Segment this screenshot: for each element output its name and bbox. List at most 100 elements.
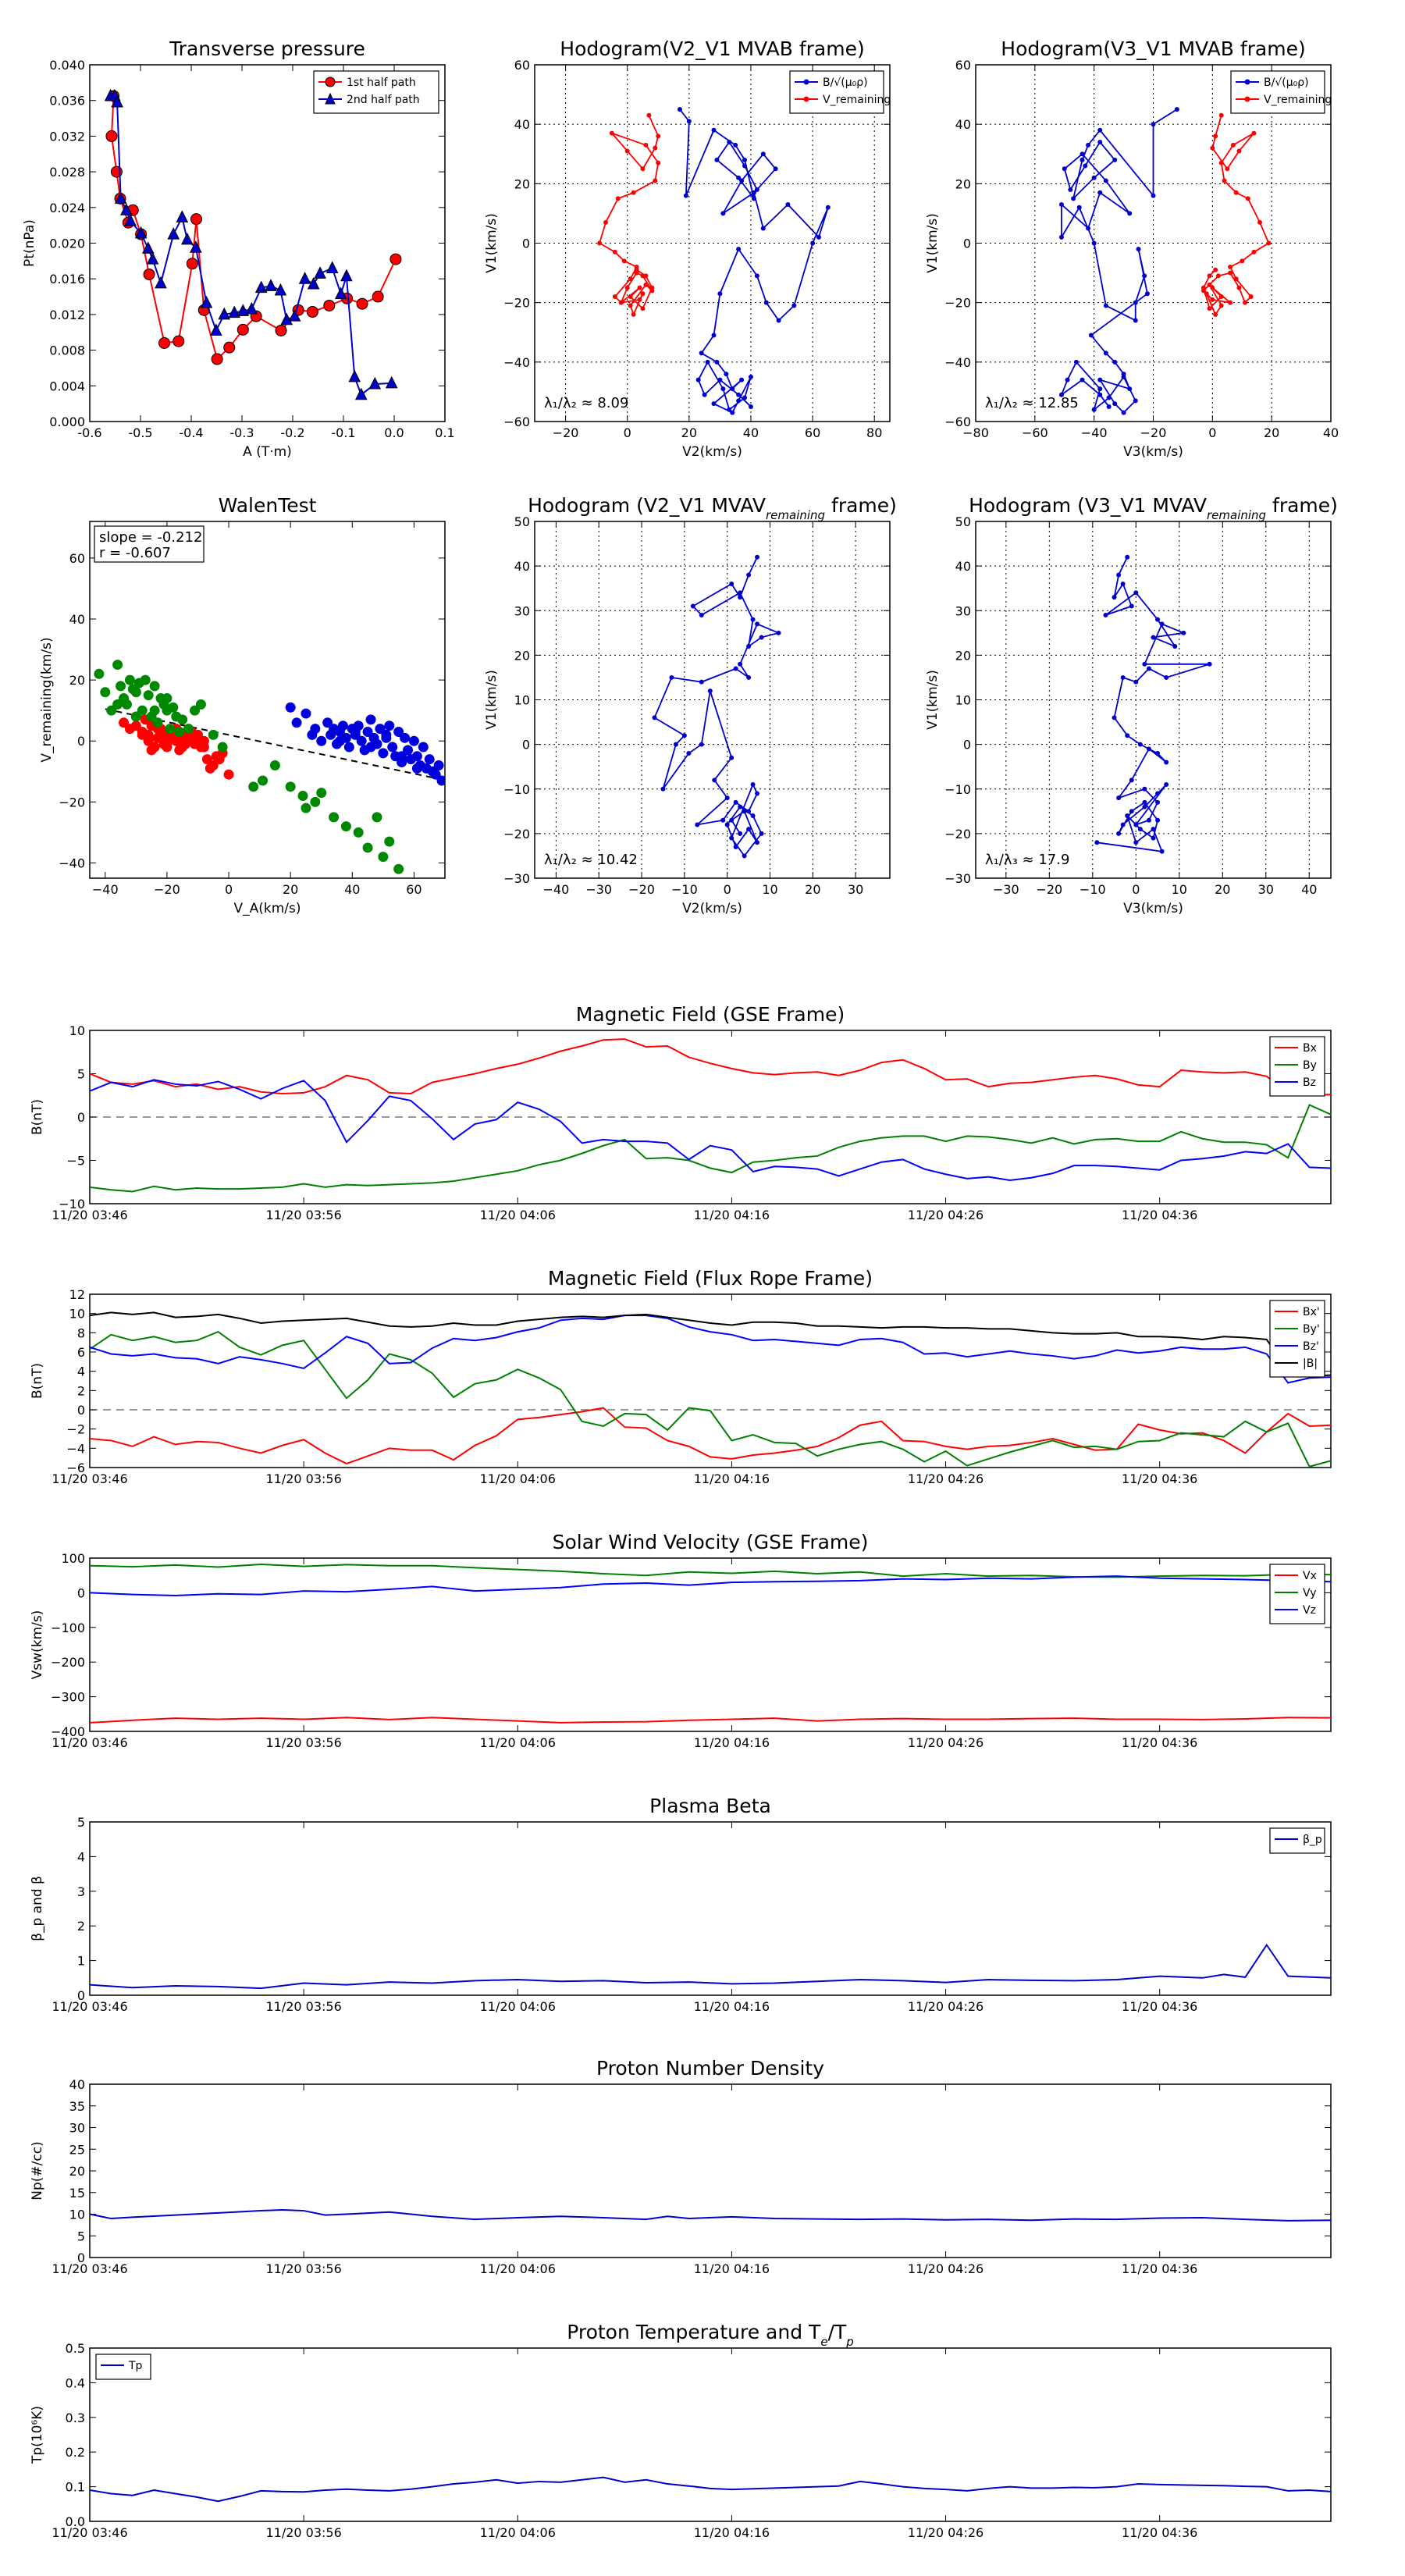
chart-title: Magnetic Field (GSE Frame)	[576, 1003, 845, 1026]
data-point	[430, 769, 441, 780]
data-point	[1058, 201, 1064, 207]
legend-box	[789, 70, 884, 114]
data-point	[1155, 817, 1161, 823]
data-point	[356, 297, 368, 310]
data-point	[314, 266, 326, 279]
x-tick-label: -0.3	[229, 425, 254, 440]
data-point	[307, 276, 320, 290]
legend-label: Bx'	[1303, 1306, 1320, 1318]
data-point	[237, 323, 249, 336]
data-point	[686, 751, 692, 756]
data-point	[1218, 160, 1224, 165]
y-tick-label: 20	[514, 648, 530, 663]
y-tick-label: −2	[66, 1422, 85, 1437]
x-tick-label: 11/20 04:36	[1122, 1735, 1197, 1750]
data-point	[1248, 294, 1254, 300]
x-tick-label: 11/20 04:26	[908, 1208, 984, 1222]
series-line	[90, 1943, 1331, 1990]
data-point	[699, 612, 704, 617]
data-point	[738, 831, 743, 836]
x-tick-label: 0.1	[435, 425, 454, 440]
data-point	[385, 375, 398, 389]
data-point	[1155, 617, 1161, 622]
data-point	[1103, 178, 1108, 183]
data-point	[285, 702, 296, 713]
data-point	[183, 724, 194, 735]
data-point	[699, 742, 704, 747]
y-tick-label: −20	[944, 296, 971, 311]
x-tick-label: 40	[743, 425, 759, 440]
data-point	[1068, 187, 1073, 192]
data-point	[168, 732, 179, 743]
data-point	[1086, 142, 1091, 148]
data-point	[198, 742, 209, 753]
data-point	[1222, 178, 1227, 183]
data-point	[316, 735, 327, 746]
data-point	[121, 699, 132, 710]
chart-h2: −80 −60 −40 −20 0 20 40−60−40−200204060Hodogra…	[925, 37, 1339, 460]
data-point	[759, 831, 764, 836]
y-tick-label: −30	[503, 871, 530, 886]
data-point	[1133, 590, 1139, 596]
x-tick-label: 11/20 04:26	[908, 1735, 984, 1750]
title-part: e	[820, 2335, 827, 2349]
y-tick-label: 1	[77, 1954, 85, 1969]
x-tick-label: −20	[553, 425, 579, 440]
data-point	[717, 377, 723, 382]
data-point	[137, 729, 148, 740]
legend-label: 1st half path	[347, 76, 416, 89]
y-axis-label: V1(km/s)	[484, 670, 500, 730]
annotation-text: r = -0.607	[99, 545, 171, 561]
data-point	[1125, 813, 1130, 819]
data-point	[712, 777, 717, 783]
data-point	[389, 253, 402, 265]
data-point	[1121, 374, 1126, 379]
data-point	[180, 232, 194, 245]
x-axis-label: V2(km/s)	[682, 901, 742, 916]
data-point	[785, 201, 791, 207]
data-point	[1207, 661, 1212, 667]
data-point	[1133, 398, 1138, 404]
chart-h1: −20 0 20 40 60 80 −60 −40 −20 0 20 40 60 Hodogram(V2_…	[484, 37, 891, 460]
data-point	[1210, 285, 1215, 290]
series-line	[90, 1717, 1331, 1724]
data-point	[130, 720, 141, 731]
x-tick-label: 0	[624, 425, 631, 440]
data-point	[738, 661, 743, 667]
plot-area	[1058, 107, 1272, 415]
data-point	[640, 166, 646, 172]
plot-area	[1094, 554, 1212, 854]
data-point	[720, 211, 726, 216]
data-point	[223, 769, 234, 780]
x-tick-label: 30	[848, 882, 863, 897]
data-point	[112, 660, 123, 671]
x-tick-label: −40	[1081, 425, 1108, 440]
y-tick-label: 20	[955, 648, 971, 663]
data-point	[656, 133, 661, 139]
data-point	[653, 145, 658, 151]
data-point	[1106, 395, 1112, 400]
data-point	[702, 392, 707, 397]
data-point	[158, 336, 171, 349]
y-tick-label: 40	[514, 117, 530, 132]
x-tick-label: 11/20 03:56	[265, 1471, 341, 1486]
y-tick-label: 50	[955, 514, 971, 529]
data-point	[612, 294, 617, 300]
chart-vel: 11/20 03:46 11/20 03:56 11/20 04:06 11/20 0…	[30, 1531, 1332, 1750]
data-point	[384, 720, 395, 731]
y-tick-label: 0.004	[49, 379, 85, 393]
ratio-annotation: λ₁/λ₂ ≈ 12.85	[985, 395, 1079, 411]
data-point	[340, 821, 351, 832]
x-tick-label: −10	[1080, 882, 1106, 897]
data-point	[411, 763, 422, 774]
data-point	[1213, 133, 1218, 139]
series-v-remaining	[597, 112, 661, 317]
x-tick-label: 11/20 03:46	[52, 1735, 127, 1750]
x-tick-label: 11/20 03:56	[265, 2525, 341, 2540]
data-point	[1137, 742, 1143, 747]
data-point	[603, 219, 608, 225]
y-tick-label: 5	[77, 1067, 85, 1082]
series-line	[90, 1315, 1331, 1384]
data-point	[258, 775, 269, 786]
